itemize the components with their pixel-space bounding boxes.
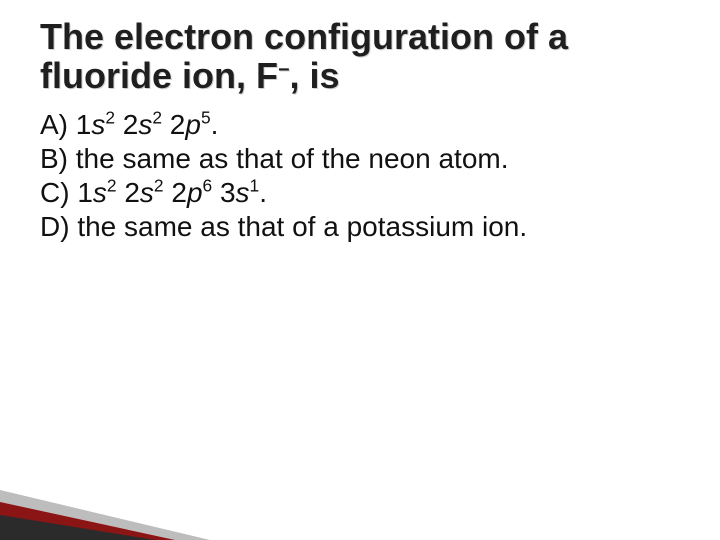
- option-text: 1: [77, 177, 93, 208]
- option-text: 2: [117, 177, 140, 208]
- option-row: D) the same as that of a potassium ion.: [40, 210, 680, 244]
- option-text: 2: [162, 109, 185, 140]
- title-superscript-minus: −: [278, 59, 290, 81]
- orbital-letter: s: [236, 177, 250, 208]
- accent-svg: [0, 420, 260, 540]
- option-text: .: [211, 109, 219, 140]
- orbital-letter: p: [187, 177, 203, 208]
- option-row: B) the same as that of the neon atom.: [40, 142, 680, 176]
- exponent: 2: [107, 176, 117, 196]
- option-label: C): [40, 177, 77, 208]
- corner-accent: [0, 420, 260, 540]
- option-text: the same as that of a potassium ion.: [77, 211, 527, 242]
- accent-wedge-grey: [0, 490, 210, 540]
- orbital-letter: s: [140, 177, 154, 208]
- orbital-letter: p: [185, 109, 201, 140]
- option-text: the same as that of the neon atom.: [76, 143, 509, 174]
- accent-wedge-red: [0, 502, 175, 540]
- exponent: 2: [152, 107, 162, 127]
- title-line-2: fluoride ion, F−, is: [40, 57, 680, 96]
- answer-options: A) 1s2 2s2 2p5.B) the same as that of th…: [40, 108, 680, 245]
- orbital-letter: s: [138, 109, 152, 140]
- option-text: 2: [115, 109, 138, 140]
- question-title: The electron configuration of a fluoride…: [40, 18, 680, 96]
- exponent: 2: [154, 176, 164, 196]
- title-line-2-prefix: fluoride ion, F: [40, 55, 278, 96]
- title-line-1: The electron configuration of a: [40, 18, 680, 57]
- option-text: .: [259, 177, 267, 208]
- option-row: C) 1s2 2s2 2p6 3s1.: [40, 176, 680, 210]
- option-label: D): [40, 211, 77, 242]
- option-text: 1: [76, 109, 92, 140]
- option-text: 2: [164, 177, 187, 208]
- exponent: 1: [250, 176, 260, 196]
- slide: The electron configuration of a fluoride…: [0, 0, 720, 540]
- orbital-letter: s: [93, 177, 107, 208]
- exponent: 2: [105, 107, 115, 127]
- option-label: B): [40, 143, 76, 174]
- accent-wedge-dark: [0, 515, 155, 540]
- title-line-2-suffix: , is: [290, 55, 340, 96]
- option-label: A): [40, 109, 76, 140]
- exponent: 5: [201, 107, 211, 127]
- exponent: 6: [203, 176, 213, 196]
- orbital-letter: s: [91, 109, 105, 140]
- option-text: 3: [212, 177, 235, 208]
- option-row: A) 1s2 2s2 2p5.: [40, 108, 680, 142]
